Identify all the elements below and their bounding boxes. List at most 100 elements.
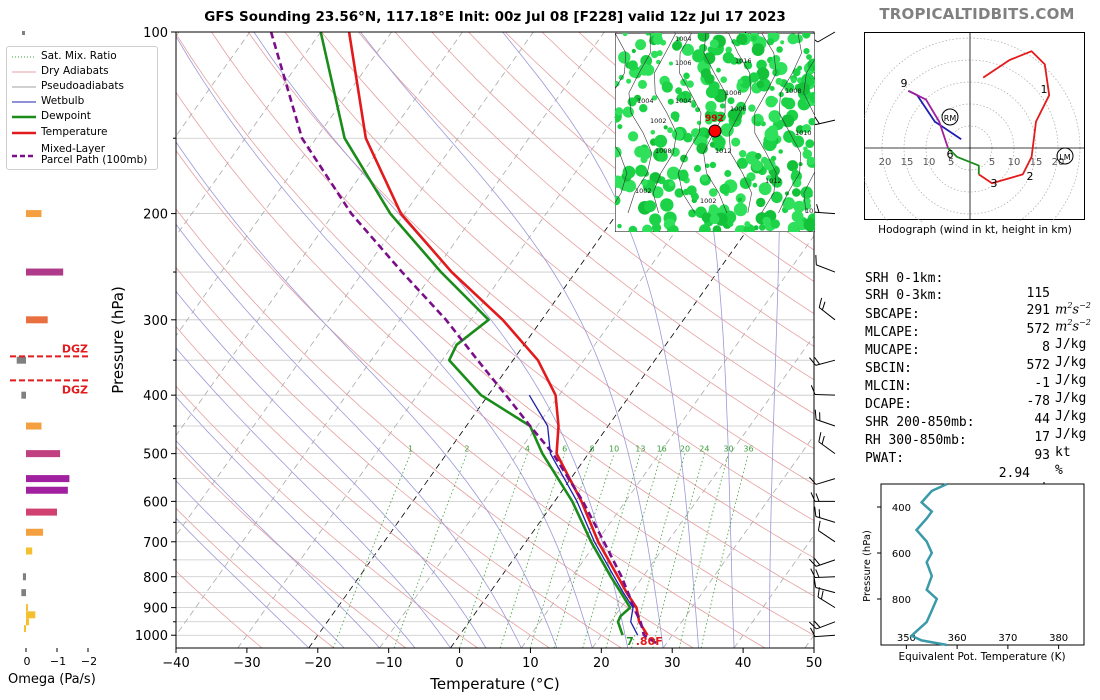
omega-bar	[26, 268, 64, 276]
precip-cell	[626, 78, 632, 84]
contour-label: 1002	[650, 117, 667, 125]
precip-cell	[798, 162, 803, 167]
stat-pwat: PWAT: 2.94 in	[865, 436, 1080, 496]
isotherm-line	[0, 32, 108, 648]
contour-label: 1008	[785, 87, 802, 95]
pseudo-adiabat	[176, 141, 558, 648]
mixing-ratio-label: 24	[699, 445, 709, 454]
precip-cell	[758, 224, 766, 231]
omega-bar	[26, 528, 44, 536]
precip-cell	[709, 39, 719, 49]
stat-value: 17	[1034, 430, 1050, 445]
barb-shaft	[817, 31, 836, 43]
barb-shaft	[817, 596, 836, 609]
legend-swatch-mixing-ratio	[12, 56, 36, 58]
dry-adiabat	[176, 446, 407, 648]
barb-flag	[814, 357, 820, 365]
contour-label: 1010	[795, 129, 812, 137]
barb-shaft	[815, 359, 836, 366]
x-tick-label: −20	[304, 656, 331, 671]
wind-barb	[809, 558, 836, 567]
hodograph-ring-label: 20	[1052, 157, 1065, 168]
precip-cell	[617, 223, 622, 229]
dry-adiabat	[176, 33, 814, 597]
precip-cell	[696, 210, 703, 217]
precip-cell	[701, 212, 712, 223]
mixing-ratio-label: 30	[723, 445, 733, 454]
omega-bar	[16, 356, 26, 364]
precip-cell	[622, 33, 628, 37]
mixing-ratio-line	[582, 453, 641, 648]
pseudo-adiabat	[660, 32, 735, 648]
temperature-line	[347, 32, 649, 636]
dgz-label: DGZ	[62, 383, 88, 396]
mixing-ratio-label: 10	[609, 445, 619, 454]
legend-item: Parcel Path (100mb)	[7, 154, 157, 168]
stat-value: -1	[1034, 376, 1050, 391]
legend: Sat. Mix. Ratio Dry Adiabats Pseudoadiab…	[6, 46, 158, 170]
stat-label: MLCAPE:	[865, 325, 920, 340]
stat-label: SRH 0-1km:	[865, 271, 944, 286]
contour-label: 1004	[637, 97, 654, 105]
omega-tick-label: 0	[24, 655, 31, 668]
precip-cell	[698, 127, 707, 136]
mixing-ratio-line	[678, 453, 729, 648]
plot-frame	[175, 31, 815, 649]
barb-flag	[820, 590, 824, 600]
omega-tick-label: −1	[50, 655, 66, 668]
left-mover-marker	[1056, 147, 1074, 165]
precip-cell	[622, 165, 636, 179]
dry-adiabat	[176, 570, 263, 648]
barb-shaft	[814, 576, 836, 578]
stat-value: 572	[1026, 358, 1050, 373]
precip-cell	[709, 188, 718, 197]
isobar-contour	[778, 33, 802, 214]
precip-cell	[739, 177, 752, 190]
omega-bar	[26, 422, 42, 430]
precip-cell	[753, 225, 759, 231]
wind-barb	[809, 357, 836, 366]
precip-cell	[719, 103, 726, 109]
stat-label: PWAT:	[865, 451, 905, 466]
precip-cell	[631, 48, 636, 54]
stat-value: 93	[1034, 448, 1050, 463]
omega-bar	[21, 391, 26, 399]
barb-shaft	[814, 393, 836, 396]
contour-label: 1008	[655, 147, 672, 155]
precip-cell	[762, 216, 771, 226]
precip-cell	[638, 63, 651, 76]
dry-adiabat	[176, 149, 766, 648]
dry-adiabat	[176, 507, 335, 648]
precip-cell	[775, 77, 783, 85]
precip-cell	[627, 97, 637, 107]
contour-label: 1006	[725, 89, 742, 97]
low-center-label: 992	[705, 114, 724, 124]
precip-cell	[705, 100, 717, 113]
precip-cell	[758, 182, 772, 196]
stat-label: SBCIN:	[865, 361, 912, 376]
chart-title: GFS Sounding 23.56°N, 117.18°E Init: 00z…	[204, 9, 786, 25]
wind-barb	[809, 627, 836, 638]
precip-cell	[628, 225, 638, 232]
dry-adiabat	[176, 91, 814, 636]
precip-cell	[709, 214, 720, 225]
y-tick-label: 500	[143, 448, 168, 463]
omega-top-marker	[22, 31, 25, 35]
precip-cell	[802, 192, 807, 196]
precip-cell	[635, 164, 648, 177]
hodograph: 20 15 10 5 5 10 15 20 RM LM 9 1 6 3 2	[864, 32, 1085, 222]
barb-flag	[818, 432, 822, 442]
legend-swatch-pseudoadiabats	[12, 86, 36, 88]
isotherm-line	[176, 32, 605, 636]
y-tick-label: 700	[143, 536, 168, 551]
wind-barb	[809, 620, 836, 630]
isotherm-line	[176, 32, 180, 37]
precip-cell	[764, 127, 779, 142]
precip-cell	[780, 40, 785, 45]
stat-mucape: MUCAPE: 572 J/kg	[865, 328, 1086, 388]
hodograph-ring-label: 5	[989, 157, 995, 168]
surface-label: 7.80F	[626, 635, 663, 648]
precip-cell	[650, 130, 656, 135]
contour-label: 1006	[730, 105, 747, 113]
precip-cell	[744, 221, 751, 228]
